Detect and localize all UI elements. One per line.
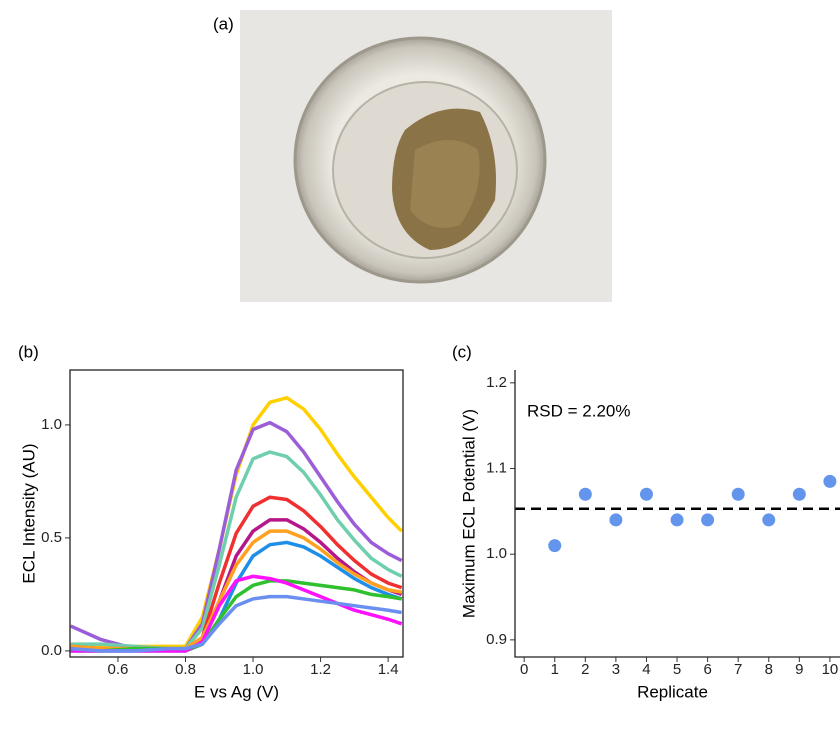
x-tick-label: 4 [642, 661, 650, 678]
data-point [823, 474, 837, 488]
data-line [70, 396, 403, 651]
data-point [548, 539, 562, 553]
x-tick-label: 1.2 [310, 661, 331, 678]
plot-area [548, 474, 837, 553]
x-axis-title: Replicate [637, 682, 708, 701]
y-axis-title: ECL Intensity (AU) [19, 443, 38, 583]
plot-frame [69, 369, 404, 658]
x-tick-label: 1.4 [378, 661, 399, 678]
annotation: RSD = 2.20% [527, 401, 630, 420]
x-axis-title: E vs Ag (V) [194, 682, 279, 701]
y-axis-title: Maximum ECL Potential (V) [459, 409, 478, 618]
x-tick-label: 0.6 [108, 661, 129, 678]
y-tick-label: 1.2 [486, 374, 507, 391]
x-tick-label: 8 [765, 661, 773, 678]
x-tick-label: 3 [612, 661, 620, 678]
x-tick-label: 10 [822, 661, 839, 678]
data-point [670, 513, 684, 527]
x-tick-label: 0 [520, 661, 528, 678]
y-tick-label: 1.0 [486, 545, 507, 562]
x-tick-label: 2 [581, 661, 589, 678]
y-tick-label: 1.0 [41, 416, 62, 433]
panel-label: (b) [18, 342, 39, 361]
data-point [792, 487, 806, 501]
x-tick-label: 1 [551, 661, 559, 678]
y-tick-label: 0.5 [41, 529, 62, 546]
x-tick-label: 7 [734, 661, 742, 678]
y-tick-label: 1.1 [486, 459, 507, 476]
data-line [70, 579, 402, 653]
panel-label: (c) [452, 342, 472, 361]
data-point [639, 487, 653, 501]
y-tick-label: 0.0 [41, 642, 62, 659]
data-line [70, 594, 402, 653]
data-point [762, 513, 776, 527]
photo [240, 10, 612, 302]
data-point [609, 513, 623, 527]
y-tick-label: 0.9 [486, 631, 507, 648]
data-point [731, 487, 745, 501]
axis-lines [514, 370, 840, 658]
panel-label: (a) [213, 14, 234, 33]
data-line [70, 574, 403, 653]
x-tick-label: 1.0 [243, 661, 264, 678]
x-tick-label: 6 [703, 661, 711, 678]
x-tick-label: 5 [673, 661, 681, 678]
data-point [701, 513, 715, 527]
x-tick-label: 0.8 [175, 661, 196, 678]
x-tick-label: 9 [795, 661, 803, 678]
plot-area [70, 396, 403, 653]
data-point [578, 487, 592, 501]
